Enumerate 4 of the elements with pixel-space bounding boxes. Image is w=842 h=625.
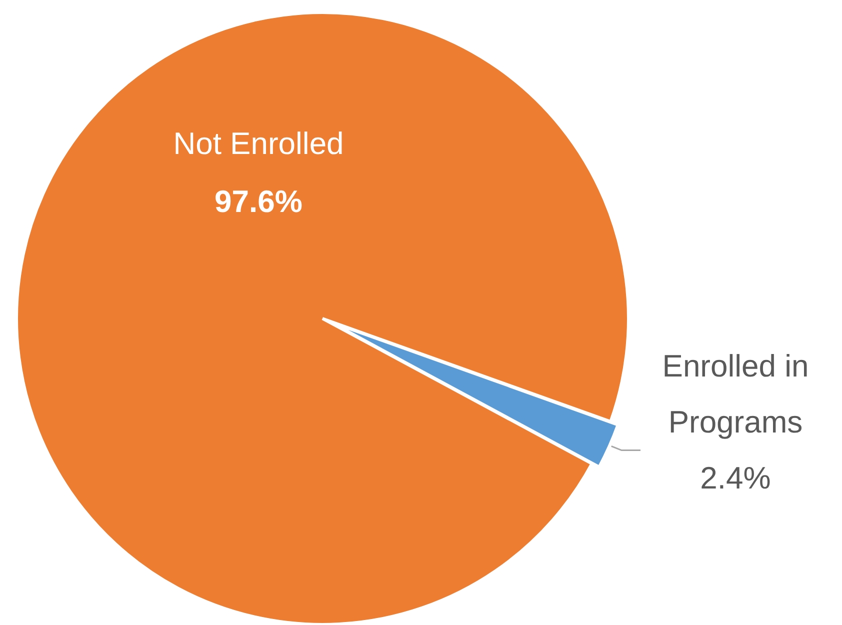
slice-label: Enrolled in Programs [662, 348, 809, 440]
data-label: 97.6% [214, 184, 302, 219]
slice-label: Not Enrolled [173, 126, 344, 161]
data-label: 2.4% [700, 460, 771, 496]
